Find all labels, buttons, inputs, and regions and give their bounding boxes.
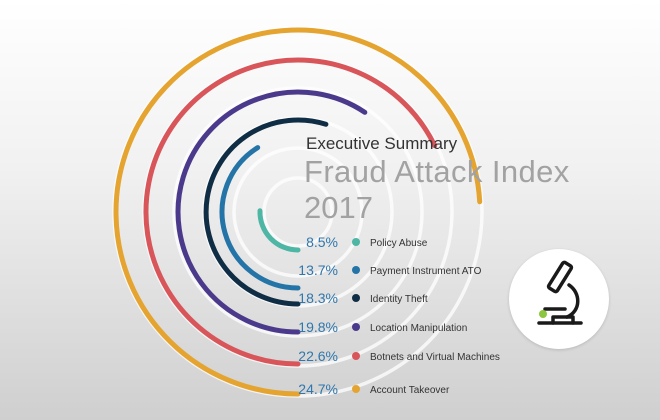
value-label: 19.8% [298,319,338,335]
guide-circle [232,146,364,278]
microscope-icon [537,260,583,325]
guide-circle [172,86,424,338]
arc-location-manipulation [175,89,368,335]
legend-dot [352,266,360,274]
guide-circle [262,176,334,248]
chart-year: 2017 [304,190,373,225]
legend-dot [352,323,360,331]
chart-arcs [113,27,483,397]
legend-dot [352,385,360,393]
arc-identity-theft [203,117,329,307]
legend-dot [352,238,360,246]
chart-title: Fraud Attack Index [304,154,570,189]
arc-account-takeover [113,27,483,397]
value-label: 24.7% [298,381,338,397]
value-label: 13.7% [298,262,338,278]
category-label: Botnets and Virtual Machines [370,352,500,363]
category-label: Location Manipulation [370,323,467,334]
arc-policy-abuse [257,208,301,253]
legend-dot [352,352,360,360]
category-label: Identity Theft [370,294,428,305]
value-label: 22.6% [298,348,338,364]
microscope-badge [509,249,609,349]
category-label: Payment Instrument ATO [370,266,482,277]
chart-labels: 8.5% Policy Abuse 13.7% Payment Instrument … [298,234,500,397]
value-label: 18.3% [298,290,338,306]
category-label: Account Takeover [370,385,450,396]
legend-dot [352,294,360,302]
category-label: Policy Abuse [370,238,428,249]
arc-payment-instrument-ato [219,145,301,291]
executive-summary-label: Executive Summary [306,134,458,153]
arc-botnets-and-virtual-machines [143,57,438,367]
value-label: 8.5% [306,234,338,250]
